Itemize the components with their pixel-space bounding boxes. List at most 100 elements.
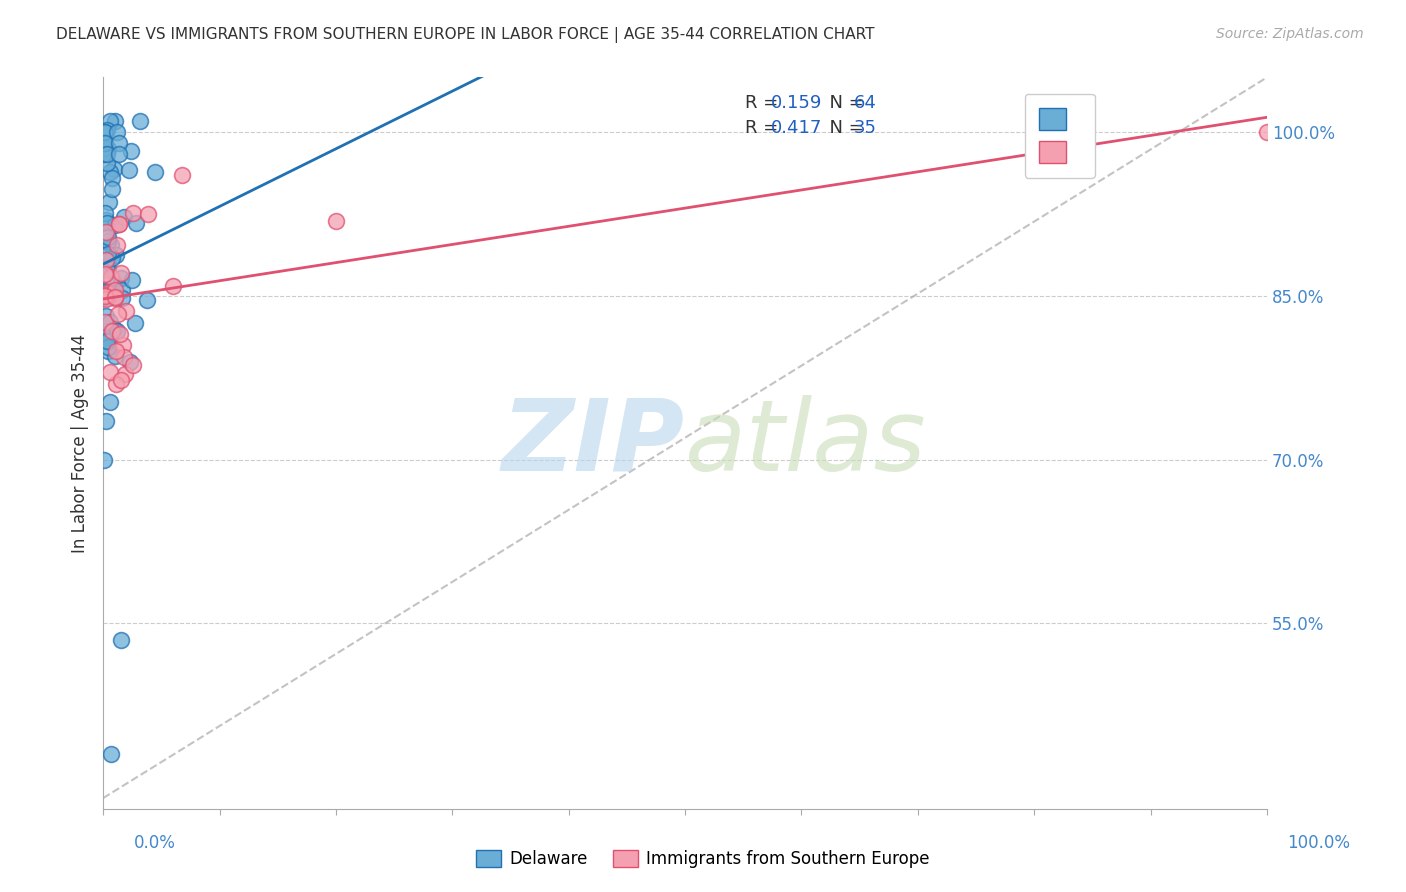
Point [97,234,120,248]
Text: N =: N = [818,94,870,112]
Point [124,216,146,230]
Point [94,205,117,219]
Point [94,213,117,227]
Point [96,156,118,170]
Point [104,290,127,304]
Point [103,161,125,176]
Point [100,747,122,762]
Point [94,125,117,139]
Point [118,162,141,177]
Point [94,291,117,305]
Point [97,246,120,260]
Point [122,206,145,220]
Point [93,328,115,343]
Point [325,214,347,228]
Point [110,373,132,387]
Point [110,266,132,280]
Point [98,165,121,179]
Point [98,195,121,210]
Point [143,164,166,178]
Point [104,277,127,291]
Point [104,219,127,233]
Point [103,321,125,335]
Point [97,142,120,156]
Point [97,340,120,354]
Point [101,285,124,299]
Point [97,284,120,298]
Point [100,270,122,285]
Point [110,271,132,285]
Point [107,307,129,321]
Point [104,247,127,261]
Point [105,376,128,391]
Point [98,365,121,379]
Point [93,136,115,150]
Point [96,286,118,301]
Point [110,632,132,647]
Text: 0.417: 0.417 [770,119,823,136]
Point [94,292,117,306]
Point [94,267,117,281]
Text: 0.0%: 0.0% [134,834,176,852]
Point [93,147,115,161]
Point [110,327,132,342]
Point [101,324,124,338]
Text: N =: N = [818,119,870,136]
Text: atlas: atlas [685,395,927,491]
Point [105,324,128,338]
Text: 64: 64 [853,94,876,112]
Point [96,334,118,348]
Point [118,355,141,369]
Point [111,291,134,305]
Point [121,273,143,287]
Point [96,263,118,277]
Point [94,252,117,267]
Text: 0.159: 0.159 [770,94,823,112]
Point [96,414,118,428]
Point [108,217,131,231]
Text: ZIP: ZIP [502,395,685,491]
Point [93,125,115,139]
Point [115,304,138,318]
Text: R =: R = [745,119,785,136]
Point [136,206,159,220]
Point [172,168,194,182]
Point [96,123,118,137]
Point [98,334,121,348]
Point [104,350,127,364]
Text: DELAWARE VS IMMIGRANTS FROM SOUTHERN EUROPE IN LABOR FORCE | AGE 35-44 CORRELATI: DELAWARE VS IMMIGRANTS FROM SOUTHERN EUR… [56,27,875,43]
Text: 100.0%: 100.0% [1286,834,1350,852]
Point [94,225,117,239]
Point [114,367,136,381]
Point [111,338,134,352]
Text: 35: 35 [853,119,876,136]
Point [94,315,117,329]
Y-axis label: In Labor Force | Age 35-44: In Labor Force | Age 35-44 [72,334,89,553]
Point [112,210,135,224]
Point [100,237,122,252]
Point [100,395,122,409]
Point [96,216,118,230]
Point [104,283,127,297]
Point [94,253,117,268]
Legend: Delaware, Immigrants from Southern Europe: Delaware, Immigrants from Southern Europ… [470,843,936,875]
Point [93,453,115,467]
Point [97,343,120,358]
Text: Source: ZipAtlas.com: Source: ZipAtlas.com [1216,27,1364,41]
Point [112,350,135,364]
Point [1256,125,1278,139]
Point [105,344,128,359]
Point [104,291,127,305]
Point [101,170,124,185]
Point [120,144,142,158]
Point [129,114,152,128]
Point [122,359,145,373]
Point [135,293,157,307]
Point [94,289,117,303]
Point [96,147,118,161]
Point [162,279,184,293]
Point [96,309,118,323]
Point [101,251,124,265]
Point [101,182,124,196]
Point [94,136,117,150]
